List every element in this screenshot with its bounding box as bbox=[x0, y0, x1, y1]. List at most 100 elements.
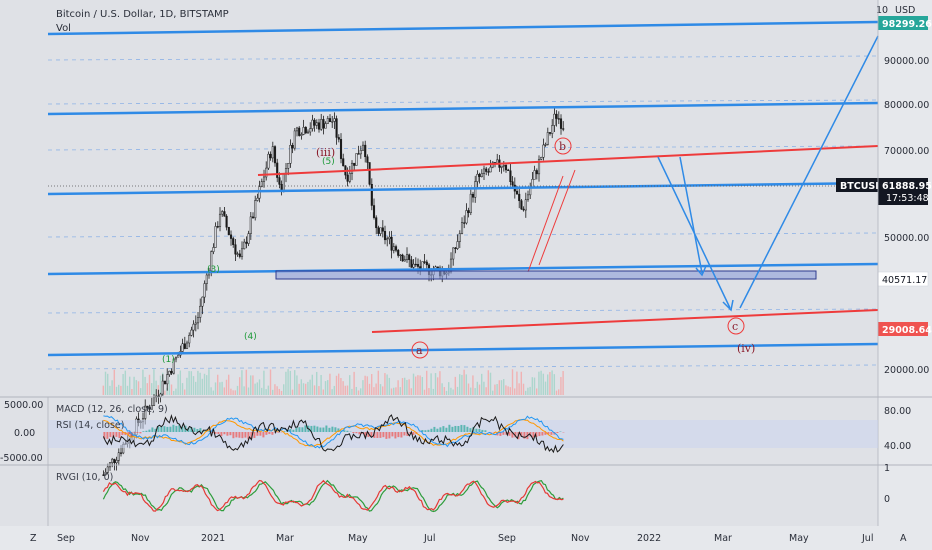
volume-bar bbox=[287, 369, 289, 395]
macd-histogram-bar bbox=[466, 426, 469, 432]
candle-body bbox=[463, 222, 466, 224]
lower-target-tag[interactable] bbox=[878, 322, 928, 336]
volume-bar bbox=[195, 381, 197, 395]
volume-bar bbox=[536, 388, 538, 395]
macd-label[interactable]: MACD (12, 26, close, 9) bbox=[56, 404, 168, 415]
wave-label-4: (4) bbox=[244, 332, 257, 342]
candle-body bbox=[278, 177, 281, 185]
volume-bar bbox=[269, 369, 272, 395]
candle-body bbox=[342, 158, 345, 167]
volume-bar bbox=[313, 385, 316, 395]
price-tags[interactable]: 98299.26 BTCUSD 61888.95 17:53:48 40571.… bbox=[836, 16, 932, 336]
support-trendline[interactable] bbox=[371, 309, 879, 333]
channel-line-62k[interactable] bbox=[47, 181, 879, 196]
volume-bar bbox=[320, 374, 322, 395]
candle-body bbox=[201, 296, 204, 307]
rsi-label[interactable]: RSI (14, close) bbox=[56, 420, 124, 431]
candle-body bbox=[117, 452, 120, 461]
channel-line-bottom[interactable] bbox=[47, 342, 879, 357]
volume-bar bbox=[261, 387, 263, 395]
volume-bar bbox=[509, 387, 512, 395]
forecast-arrows[interactable] bbox=[657, 35, 879, 312]
rising-wedge-lower[interactable] bbox=[527, 175, 564, 273]
candle-body bbox=[234, 244, 237, 255]
candle-body bbox=[392, 246, 395, 251]
macd-histogram-bar bbox=[430, 428, 433, 432]
candle-body bbox=[166, 374, 169, 385]
volume-bar bbox=[375, 383, 377, 395]
volume-bar bbox=[406, 379, 408, 395]
rising-wedge-upper[interactable] bbox=[538, 169, 576, 266]
volume-bar bbox=[274, 384, 276, 395]
channel-line-41k[interactable] bbox=[47, 262, 879, 276]
candle-body bbox=[304, 127, 307, 134]
upper-target-tag[interactable] bbox=[878, 16, 928, 30]
arrow-to-c[interactable] bbox=[657, 156, 731, 309]
volume-bar bbox=[397, 380, 399, 395]
volume-bar bbox=[379, 384, 382, 395]
volume-bar bbox=[142, 369, 144, 395]
blue-channel-lines[interactable] bbox=[47, 20, 879, 357]
macd-rsi-pane[interactable]: MACD (12, 26, close, 9) RSI (14, close) … bbox=[0, 400, 911, 464]
candle-body bbox=[546, 132, 549, 145]
rvgi-label[interactable]: RVGI (10, 0) bbox=[56, 472, 113, 483]
volume-label[interactable]: Vol bbox=[56, 23, 71, 34]
candle-body bbox=[350, 162, 354, 174]
candle-body bbox=[306, 131, 310, 134]
volume-bar bbox=[386, 374, 388, 395]
arrow-to-target[interactable] bbox=[739, 35, 879, 309]
candle-body bbox=[245, 241, 248, 244]
macd-histogram-bar bbox=[169, 426, 172, 432]
macd-histogram-bar bbox=[403, 432, 406, 436]
macd-histogram-bar bbox=[352, 432, 355, 434]
volume-bar bbox=[470, 387, 472, 395]
macd-histogram-bar bbox=[550, 432, 553, 435]
macd-histogram-bar bbox=[121, 432, 124, 435]
candle-body bbox=[223, 211, 226, 217]
macd-histogram-bar bbox=[268, 432, 271, 435]
macd-histogram-bar bbox=[262, 432, 265, 438]
macd-histogram-bar bbox=[409, 432, 412, 434]
arrow-to-support[interactable] bbox=[679, 156, 703, 274]
macd-histogram-bar bbox=[217, 432, 220, 435]
macd-histogram-bar bbox=[322, 427, 325, 432]
candle-body bbox=[146, 405, 149, 409]
candle-body bbox=[159, 393, 162, 397]
macd-histogram-bar bbox=[181, 426, 184, 432]
volume-bar bbox=[377, 370, 380, 395]
volume-bar bbox=[522, 383, 525, 395]
ticker-tag[interactable] bbox=[836, 178, 878, 192]
volume-bar bbox=[283, 384, 285, 395]
volume-bar bbox=[516, 371, 518, 395]
volume-bar bbox=[459, 374, 461, 395]
macd-histogram-bar bbox=[331, 426, 334, 432]
current-price-tag[interactable] bbox=[878, 178, 928, 205]
time-axis[interactable]: Sep Nov 2021 Mar May Jul Sep Nov 2022 Ma… bbox=[24, 530, 913, 546]
symbol-title[interactable]: Bitcoin / U.S. Dollar, 1D, BITSTAMP bbox=[56, 9, 229, 20]
volume-bar bbox=[346, 385, 349, 395]
channel-line-top[interactable] bbox=[47, 20, 879, 36]
volume-bar bbox=[426, 370, 428, 395]
resistance-trendline[interactable] bbox=[257, 145, 879, 176]
price-axis[interactable]: 10 USD 90000.00 80000.00 70000.00 50000.… bbox=[876, 5, 929, 376]
volume-bar bbox=[131, 389, 133, 395]
red-trend-lines[interactable] bbox=[257, 145, 879, 333]
volume-bar bbox=[487, 370, 490, 395]
candle-body bbox=[390, 236, 393, 251]
candle-body bbox=[102, 474, 105, 476]
candle-body bbox=[324, 123, 327, 129]
channel-line-80k[interactable] bbox=[47, 101, 879, 116]
time-label-sep-2020: Sep bbox=[57, 533, 75, 544]
candle-body bbox=[511, 181, 514, 186]
volume-bar bbox=[454, 376, 457, 395]
support-zone-box[interactable] bbox=[275, 270, 817, 280]
macd-histogram-bar bbox=[301, 427, 304, 432]
rvgi-pane[interactable]: RVGI (10, 0) 1 0 bbox=[56, 463, 890, 513]
volume-bar bbox=[434, 373, 437, 395]
volume-bar bbox=[551, 370, 553, 395]
volume-bar bbox=[505, 385, 507, 395]
candle-body bbox=[339, 139, 343, 159]
volume-bar bbox=[155, 380, 157, 395]
